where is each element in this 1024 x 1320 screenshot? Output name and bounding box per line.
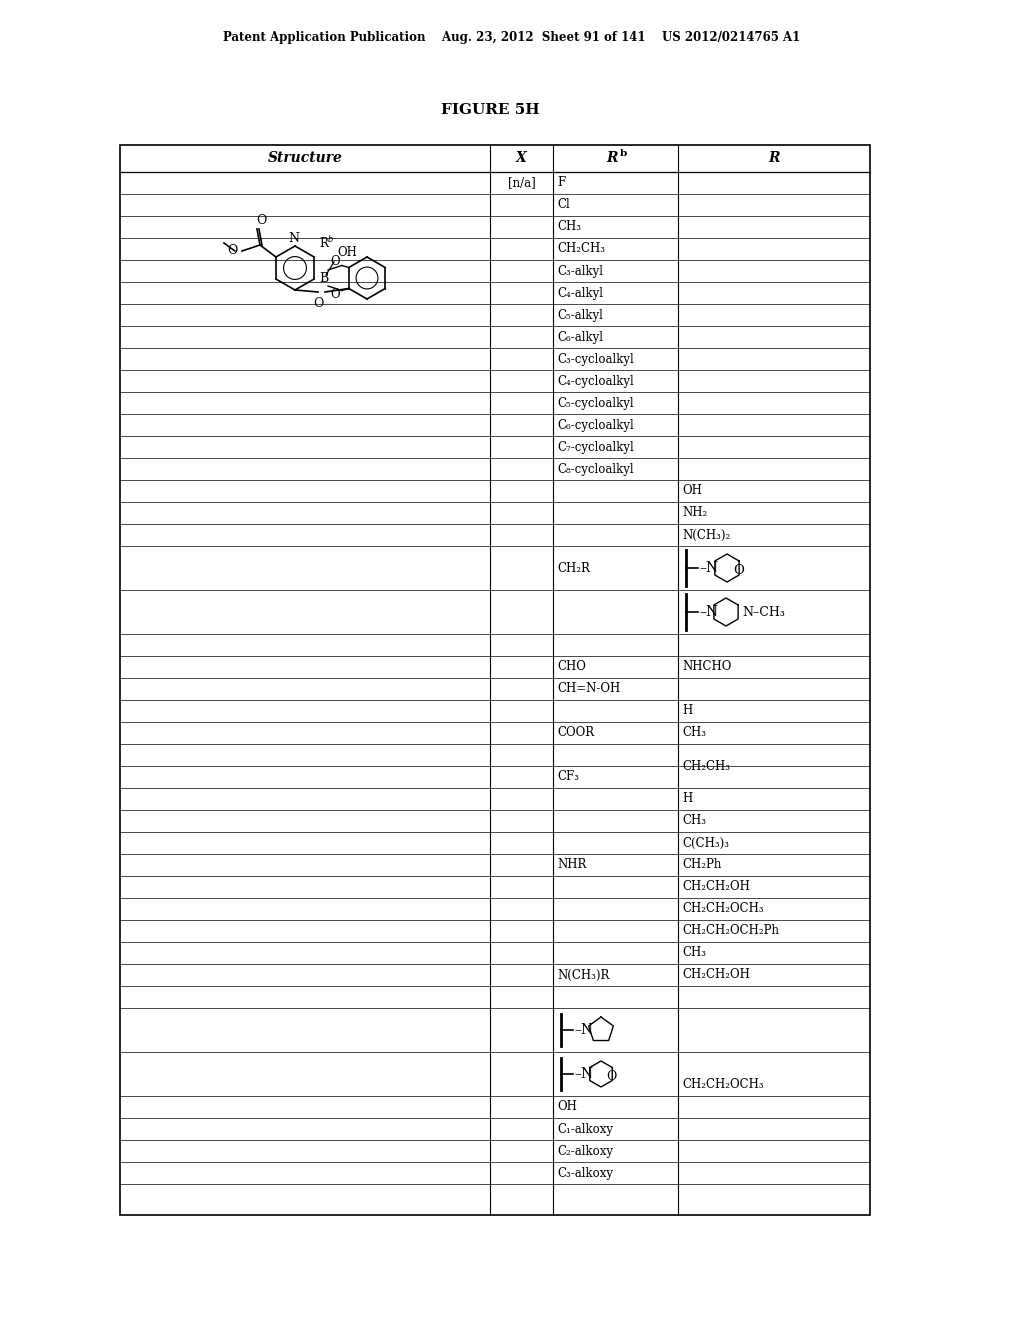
Text: CH₃: CH₃ xyxy=(682,726,706,739)
Text: CH₂CH₂OH: CH₂CH₂OH xyxy=(682,880,750,894)
Text: –N: –N xyxy=(699,605,718,619)
Text: –N: –N xyxy=(574,1023,593,1038)
Text: CH₂CH₃: CH₂CH₃ xyxy=(557,243,605,256)
Text: H: H xyxy=(682,792,692,805)
Text: N: N xyxy=(289,232,299,246)
Text: R: R xyxy=(768,152,779,165)
Text: –N: –N xyxy=(699,561,718,576)
Text: C₂-alkoxy: C₂-alkoxy xyxy=(557,1144,613,1158)
Bar xyxy=(120,145,870,1214)
Text: C₇-cycloalkyl: C₇-cycloalkyl xyxy=(557,441,634,454)
Text: C₄-alkyl: C₄-alkyl xyxy=(557,286,603,300)
Text: B: B xyxy=(319,272,329,285)
Text: OH: OH xyxy=(557,1101,577,1114)
Text: COOR: COOR xyxy=(557,726,594,739)
Text: CH₂CH₂OCH₃: CH₂CH₂OCH₃ xyxy=(682,1078,764,1092)
Text: CH₃: CH₃ xyxy=(682,814,706,828)
Text: O: O xyxy=(330,288,340,301)
Text: N(CH₃)₂: N(CH₃)₂ xyxy=(682,528,730,541)
Text: CH=N-OH: CH=N-OH xyxy=(557,682,621,696)
Text: CH₂Ph: CH₂Ph xyxy=(682,858,721,871)
Text: CH₂R: CH₂R xyxy=(557,561,590,574)
Text: N(CH₃)R: N(CH₃)R xyxy=(557,969,609,982)
Text: OH: OH xyxy=(682,484,701,498)
Text: C₆-alkyl: C₆-alkyl xyxy=(557,330,603,343)
Text: [n/a]: [n/a] xyxy=(508,177,536,190)
Text: CHO: CHO xyxy=(557,660,586,673)
Text: O: O xyxy=(330,255,340,268)
Text: R: R xyxy=(607,152,618,165)
Text: NHR: NHR xyxy=(557,858,587,871)
Text: O: O xyxy=(606,1069,616,1082)
Text: F: F xyxy=(557,177,565,190)
Text: Cl: Cl xyxy=(557,198,569,211)
Text: C₁-alkoxy: C₁-alkoxy xyxy=(557,1122,613,1135)
Text: NH₂: NH₂ xyxy=(682,507,708,520)
Text: CH₂CH₂OCH₃: CH₂CH₂OCH₃ xyxy=(682,903,764,916)
Text: FIGURE 5H: FIGURE 5H xyxy=(440,103,540,117)
Text: C₅-cycloalkyl: C₅-cycloalkyl xyxy=(557,396,634,409)
Text: CH₂CH₂OH: CH₂CH₂OH xyxy=(682,969,750,982)
Text: X: X xyxy=(516,152,527,165)
Text: O: O xyxy=(227,243,238,256)
Text: O: O xyxy=(256,214,266,227)
Text: CH₃: CH₃ xyxy=(557,220,581,234)
Text: C₃-cycloalkyl: C₃-cycloalkyl xyxy=(557,352,634,366)
Text: O: O xyxy=(312,297,324,310)
Text: CH₂CH₃: CH₂CH₃ xyxy=(682,759,730,772)
Text: NHCHO: NHCHO xyxy=(682,660,731,673)
Text: C₃-alkoxy: C₃-alkoxy xyxy=(557,1167,613,1180)
Text: C₅-alkyl: C₅-alkyl xyxy=(557,309,603,322)
Text: C₃-alkyl: C₃-alkyl xyxy=(557,264,603,277)
Text: b: b xyxy=(620,149,627,158)
Text: Patent Application Publication    Aug. 23, 2012  Sheet 91 of 141    US 2012/0214: Patent Application Publication Aug. 23, … xyxy=(223,32,801,45)
Text: R$^b$: R$^b$ xyxy=(319,235,335,251)
Text: –N: –N xyxy=(574,1067,593,1081)
Text: C₆-cycloalkyl: C₆-cycloalkyl xyxy=(557,418,634,432)
Text: OH: OH xyxy=(337,246,357,259)
Text: N–CH₃: N–CH₃ xyxy=(742,606,784,619)
Text: CH₃: CH₃ xyxy=(682,946,706,960)
Text: CH₂CH₂OCH₂Ph: CH₂CH₂OCH₂Ph xyxy=(682,924,779,937)
Text: C₈-cycloalkyl: C₈-cycloalkyl xyxy=(557,462,634,475)
Text: C₄-cycloalkyl: C₄-cycloalkyl xyxy=(557,375,634,388)
Text: O: O xyxy=(733,564,744,577)
Text: CF₃: CF₃ xyxy=(557,771,579,784)
Text: H: H xyxy=(682,705,692,718)
Text: C(CH₃)₃: C(CH₃)₃ xyxy=(682,837,729,850)
Text: Structure: Structure xyxy=(267,152,342,165)
